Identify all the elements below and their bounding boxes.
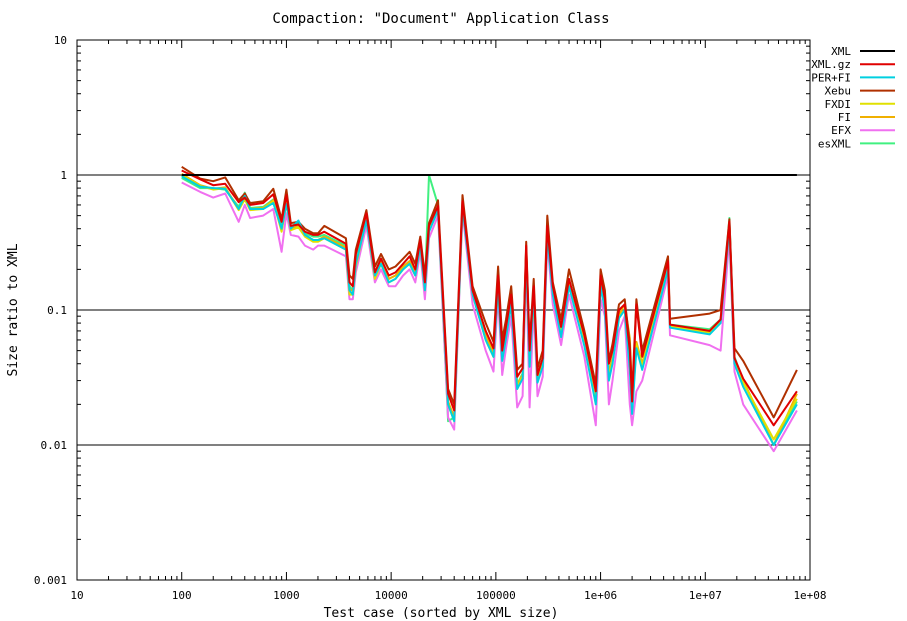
x-axis-label: Test case (sorted by XML size) [324, 606, 559, 621]
legend-label-xml: XML [831, 45, 851, 58]
y-tick-label: 1 [60, 169, 67, 182]
legend-label-xml-gz: XML.gz [811, 58, 851, 71]
y-tick-label: 0.1 [47, 304, 67, 317]
y-axis-label: Size ratio to XML [6, 243, 21, 376]
y-tick-label: 0.001 [34, 574, 67, 587]
legend-label-efx: EFX [831, 124, 851, 137]
legend-label-xebu: Xebu [825, 85, 852, 98]
x-tick-label: 1e+08 [793, 589, 826, 602]
x-tick-label: 10000 [375, 589, 408, 602]
x-tick-label: 1e+07 [689, 589, 722, 602]
x-tick-label: 10 [70, 589, 83, 602]
x-tick-label: 100 [172, 589, 192, 602]
x-tick-label: 100000 [476, 589, 516, 602]
legend-label-fi: FI [838, 111, 851, 124]
y-tick-label: 0.01 [41, 439, 68, 452]
series-line-per-fi [181, 175, 798, 446]
series-line-efx [181, 181, 798, 453]
legend-label-fxdi: FXDI [825, 98, 852, 111]
series-line-xml-gz [181, 169, 798, 427]
x-tick-label: 1e+06 [584, 589, 617, 602]
series-layer [181, 165, 798, 453]
y-tick-label: 10 [54, 34, 67, 47]
legend-label-per-fi: PER+FI [811, 71, 851, 84]
chart-title: Compaction: "Document" Application Class [272, 11, 609, 27]
legend-label-esxml: esXML [818, 137, 851, 150]
x-tick-label: 1000 [273, 589, 300, 602]
tick-layer: 10 100 1000 10000 100000 1e+06 1e+07 1e+08 10 1 0.… [34, 34, 827, 602]
